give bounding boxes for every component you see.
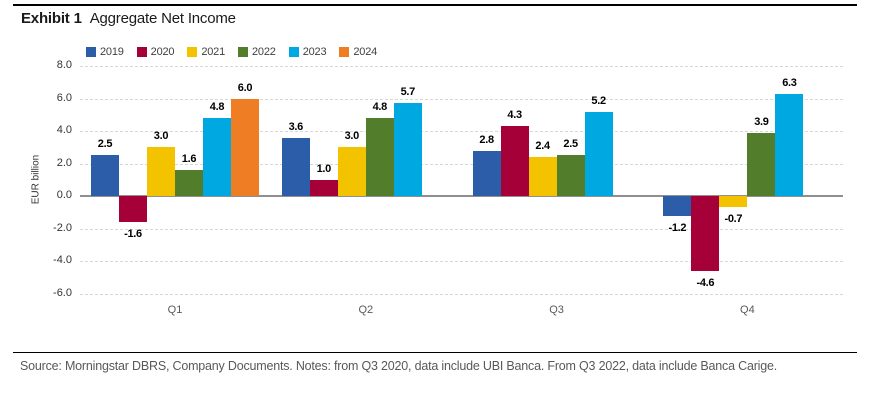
footer-rule [13,352,857,353]
source-note: Source: Morningstar DBRS, Company Docume… [20,359,778,373]
bar-2020-Q1 [119,196,147,222]
bar-value-2023-Q2: 5.7 [400,86,416,99]
legend-item-2022: 2022 [238,46,276,58]
bar-value-2021-Q1: 3.0 [153,130,169,143]
bar-value-2020-Q2: 1.0 [316,162,332,175]
bar-value-2023-Q3: 5.2 [591,94,606,107]
bar-value-2024-Q1: 6.0 [237,81,253,94]
bar-2021-Q3 [528,157,557,196]
y-tick-label: 4.0 [56,124,72,136]
bar-2021-Q4 [719,196,748,208]
bar-value-2022-Q1: 1.6 [181,153,197,165]
bar-2023-Q4 [775,93,804,196]
bar-2020-Q2 [309,179,338,196]
legend-label-2022: 2022 [252,46,276,58]
bar-value-2022-Q2: 4.8 [372,101,388,113]
bar-value-2022-Q4: 3.9 [754,115,769,128]
x-axis-label-Q4: Q4 [740,304,755,316]
gridline [80,66,843,67]
bar-2023-Q3 [584,111,613,196]
legend-label-2024: 2024 [353,46,378,58]
y-axis-tick-labels: 8.0 6.0 4.0 2.0 0.0 -2.0 -4.0 -6.0 [0,59,72,299]
chart-legend: 2019 2020 2021 2022 2023 2024 [86,46,377,58]
y-tick-label: 2.0 [56,156,72,169]
legend-item-2024: 2024 [339,46,377,58]
gridline [80,163,843,165]
bar-2020-Q3 [500,126,529,196]
bar-2020-Q4 [691,196,720,271]
gridline [80,228,843,230]
gridline [80,98,843,100]
chart-title: Exhibit 1 Aggregate Net Income [21,10,236,27]
bar-value-2023-Q4: 6.3 [782,76,797,89]
exhibit-number: Exhibit 1 [21,10,82,27]
bar-2021-Q2 [337,147,366,196]
bar-2019-Q3 [472,150,501,196]
bar-2019-Q2 [281,137,310,196]
legend-label-2020: 2020 [150,46,175,58]
legend-swatch-2023 [288,47,299,57]
bar-value-2019-Q3: 2.8 [479,133,494,146]
legend-label-2023: 2023 [302,46,327,58]
gridline [80,131,843,132]
bar-value-2019-Q2: 3.6 [288,120,304,133]
legend-swatch-2020 [136,47,147,57]
bar-value-2021-Q3: 2.4 [535,140,550,152]
bar-value-2020-Q4: -4.6 [696,276,715,289]
legend-item-2023: 2023 [288,46,327,58]
bar-2022-Q4 [747,132,776,196]
legend-swatch-2021 [187,47,198,57]
bar-value-2019-Q4: -1.2 [668,221,687,234]
y-tick-label: -4.0 [53,254,72,266]
bar-value-2020-Q3: 4.3 [507,109,522,122]
bar-value-2021-Q4: -0.7 [724,213,743,226]
bar-2019-Q4 [663,196,692,216]
bar-2021-Q1 [147,147,175,196]
bar-2023-Q1 [203,118,231,196]
bar-2024-Q1 [231,98,259,196]
x-axis-label-Q1: Q1 [167,304,183,316]
zero-baseline [80,195,843,197]
top-rule [13,4,857,6]
gridline [80,293,843,295]
legend-label-2019: 2019 [100,46,124,58]
chart-title-text: Aggregate Net Income [89,10,236,27]
gridline [80,261,843,262]
legend-label-2021: 2021 [201,46,226,58]
y-tick-label: 0.0 [56,189,72,201]
bar-value-2022-Q3: 2.5 [563,138,578,151]
legend-swatch-2024 [339,47,350,57]
x-axis-label-Q2: Q2 [358,304,374,316]
legend-swatch-2022 [238,47,249,57]
bar-value-2023-Q1: 4.8 [209,101,225,113]
bar-2022-Q1 [175,170,203,196]
bar-2019-Q1 [91,155,119,196]
bar-value-2019-Q1: 2.5 [97,138,113,151]
legend-item-2021: 2021 [187,46,225,58]
bar-2022-Q3 [556,155,585,196]
bar-2022-Q2 [365,118,394,196]
y-tick-label: -2.0 [53,221,72,234]
y-tick-label: 6.0 [56,91,72,104]
legend-item-2020: 2020 [136,46,175,58]
y-tick-label: -6.0 [53,286,72,299]
legend-item-2019: 2019 [86,46,124,58]
plot-area: 2.5 -1.6 3.0 1.6 4.8 6.0 Q1 3.6 1.0 3.0 4.8 5.7 Q2 2.… [80,66,843,316]
legend-swatch-2019 [86,47,96,57]
bar-2023-Q2 [393,103,422,196]
x-axis-label-Q3: Q3 [549,304,564,316]
bar-value-2021-Q2: 3.0 [344,130,360,143]
y-tick-label: 8.0 [56,59,72,71]
bar-value-2020-Q1: -1.6 [124,228,142,240]
